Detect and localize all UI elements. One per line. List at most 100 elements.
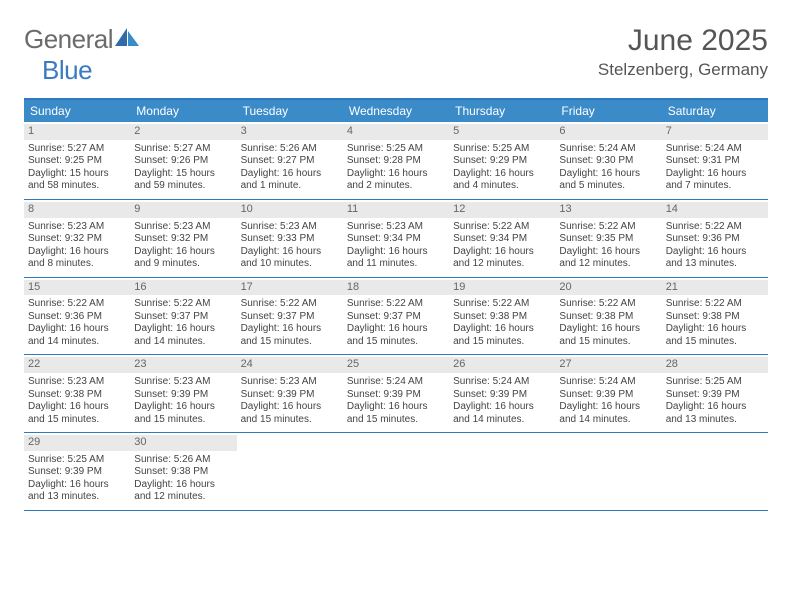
day-line: and 14 minutes. <box>28 336 126 349</box>
weekday-header: Saturday <box>662 100 768 122</box>
title-block: June 2025 Stelzenberg, Germany <box>598 24 768 80</box>
day-line: Sunset: 9:34 PM <box>347 233 445 246</box>
day-cell: 10Sunrise: 5:23 AMSunset: 9:33 PMDayligh… <box>237 200 343 277</box>
day-line: and 1 minute. <box>241 180 339 193</box>
day-line: Daylight: 16 hours <box>28 323 126 336</box>
day-line: Sunrise: 5:27 AM <box>134 143 232 156</box>
day-cell: 17Sunrise: 5:22 AMSunset: 9:37 PMDayligh… <box>237 278 343 355</box>
day-body: Sunrise: 5:22 AMSunset: 9:37 PMDaylight:… <box>347 298 445 348</box>
day-line: Sunrise: 5:22 AM <box>453 221 551 234</box>
day-cell-empty <box>237 433 343 510</box>
day-line: and 59 minutes. <box>134 180 232 193</box>
day-line: Daylight: 16 hours <box>241 401 339 414</box>
day-line: Sunrise: 5:26 AM <box>134 454 232 467</box>
weekday-row: SundayMondayTuesdayWednesdayThursdayFrid… <box>24 100 768 122</box>
day-line: Sunset: 9:39 PM <box>134 389 232 402</box>
day-line: Sunrise: 5:22 AM <box>134 298 232 311</box>
day-body: Sunrise: 5:24 AMSunset: 9:31 PMDaylight:… <box>666 143 764 193</box>
day-line: Daylight: 16 hours <box>347 401 445 414</box>
day-number: 18 <box>343 280 449 296</box>
brand-text: General Blue <box>24 24 141 86</box>
day-cell: 13Sunrise: 5:22 AMSunset: 9:35 PMDayligh… <box>555 200 661 277</box>
header: General Blue June 2025 Stelzenberg, Germ… <box>24 24 768 86</box>
day-line: Daylight: 16 hours <box>134 246 232 259</box>
day-cell-empty <box>449 433 555 510</box>
day-line: Daylight: 16 hours <box>559 323 657 336</box>
day-number: 23 <box>130 357 236 373</box>
day-number: 3 <box>237 124 343 140</box>
day-cell: 1Sunrise: 5:27 AMSunset: 9:25 PMDaylight… <box>24 122 130 199</box>
day-line: Sunrise: 5:26 AM <box>241 143 339 156</box>
day-line: Daylight: 16 hours <box>453 401 551 414</box>
day-line: Sunrise: 5:22 AM <box>241 298 339 311</box>
day-line: Sunrise: 5:22 AM <box>666 298 764 311</box>
calendar: SundayMondayTuesdayWednesdayThursdayFrid… <box>24 98 768 511</box>
day-line: and 13 minutes. <box>666 258 764 271</box>
day-line: Daylight: 16 hours <box>347 323 445 336</box>
day-line: and 15 minutes. <box>666 336 764 349</box>
day-body: Sunrise: 5:25 AMSunset: 9:29 PMDaylight:… <box>453 143 551 193</box>
day-cell: 8Sunrise: 5:23 AMSunset: 9:32 PMDaylight… <box>24 200 130 277</box>
day-line: Sunrise: 5:23 AM <box>134 376 232 389</box>
day-line: and 13 minutes. <box>666 414 764 427</box>
day-body: Sunrise: 5:24 AMSunset: 9:30 PMDaylight:… <box>559 143 657 193</box>
day-line: Sunrise: 5:23 AM <box>347 221 445 234</box>
day-line: Sunset: 9:32 PM <box>134 233 232 246</box>
day-body: Sunrise: 5:23 AMSunset: 9:32 PMDaylight:… <box>134 221 232 271</box>
day-line: Sunrise: 5:22 AM <box>453 298 551 311</box>
brand-part1: General <box>24 24 113 54</box>
day-number: 17 <box>237 280 343 296</box>
day-cell: 12Sunrise: 5:22 AMSunset: 9:34 PMDayligh… <box>449 200 555 277</box>
day-line: Sunset: 9:31 PM <box>666 155 764 168</box>
day-line: Sunset: 9:30 PM <box>559 155 657 168</box>
day-line: Sunset: 9:34 PM <box>453 233 551 246</box>
day-number: 11 <box>343 202 449 218</box>
day-line: Daylight: 16 hours <box>453 323 551 336</box>
day-number: 14 <box>662 202 768 218</box>
day-cell: 23Sunrise: 5:23 AMSunset: 9:39 PMDayligh… <box>130 355 236 432</box>
day-line: Sunrise: 5:27 AM <box>28 143 126 156</box>
day-body: Sunrise: 5:24 AMSunset: 9:39 PMDaylight:… <box>347 376 445 426</box>
day-line: Sunset: 9:38 PM <box>28 389 126 402</box>
day-line: and 14 minutes. <box>134 336 232 349</box>
day-line: Daylight: 16 hours <box>28 246 126 259</box>
day-cell: 29Sunrise: 5:25 AMSunset: 9:39 PMDayligh… <box>24 433 130 510</box>
day-line: Sunrise: 5:22 AM <box>666 221 764 234</box>
day-cell: 7Sunrise: 5:24 AMSunset: 9:31 PMDaylight… <box>662 122 768 199</box>
day-line: Sunset: 9:38 PM <box>559 311 657 324</box>
day-line: Sunrise: 5:22 AM <box>559 298 657 311</box>
day-number: 20 <box>555 280 661 296</box>
day-line: Sunset: 9:39 PM <box>666 389 764 402</box>
day-line: and 8 minutes. <box>28 258 126 271</box>
day-line: Sunrise: 5:25 AM <box>347 143 445 156</box>
day-line: Daylight: 16 hours <box>453 168 551 181</box>
day-line: Sunrise: 5:23 AM <box>134 221 232 234</box>
day-number: 15 <box>24 280 130 296</box>
week-row: 1Sunrise: 5:27 AMSunset: 9:25 PMDaylight… <box>24 122 768 200</box>
day-line: and 2 minutes. <box>347 180 445 193</box>
day-line: Sunrise: 5:25 AM <box>666 376 764 389</box>
week-row: 29Sunrise: 5:25 AMSunset: 9:39 PMDayligh… <box>24 433 768 511</box>
day-line: Sunset: 9:39 PM <box>28 466 126 479</box>
weekday-header: Thursday <box>449 100 555 122</box>
day-cell: 6Sunrise: 5:24 AMSunset: 9:30 PMDaylight… <box>555 122 661 199</box>
day-line: and 5 minutes. <box>559 180 657 193</box>
day-line: Sunrise: 5:23 AM <box>241 376 339 389</box>
day-line: Sunset: 9:38 PM <box>134 466 232 479</box>
day-number: 22 <box>24 357 130 373</box>
day-number: 13 <box>555 202 661 218</box>
day-line: and 15 minutes. <box>241 414 339 427</box>
day-line: Daylight: 16 hours <box>28 401 126 414</box>
day-cell-empty <box>343 433 449 510</box>
day-line: and 15 minutes. <box>559 336 657 349</box>
day-cell: 19Sunrise: 5:22 AMSunset: 9:38 PMDayligh… <box>449 278 555 355</box>
day-line: Sunrise: 5:24 AM <box>347 376 445 389</box>
day-body: Sunrise: 5:27 AMSunset: 9:25 PMDaylight:… <box>28 143 126 193</box>
day-line: Daylight: 16 hours <box>134 323 232 336</box>
day-line: and 15 minutes. <box>453 336 551 349</box>
day-line: Sunset: 9:28 PM <box>347 155 445 168</box>
day-line: Sunset: 9:39 PM <box>559 389 657 402</box>
day-cell: 16Sunrise: 5:22 AMSunset: 9:37 PMDayligh… <box>130 278 236 355</box>
day-line: Daylight: 16 hours <box>559 401 657 414</box>
day-line: Sunset: 9:37 PM <box>134 311 232 324</box>
